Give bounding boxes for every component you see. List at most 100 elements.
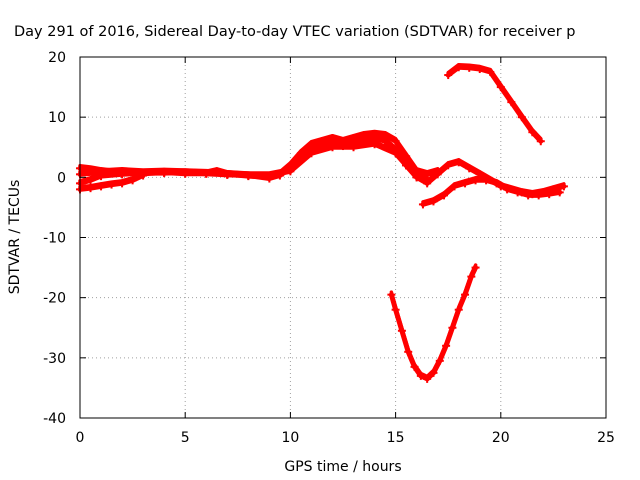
data-point xyxy=(471,263,480,272)
series-band-s5 xyxy=(421,176,562,204)
data-point xyxy=(97,172,106,181)
data-point xyxy=(492,179,501,188)
data-point xyxy=(507,98,516,107)
data-point xyxy=(534,191,543,200)
data-point xyxy=(528,128,537,137)
data-point xyxy=(86,184,95,193)
data-point xyxy=(444,71,453,80)
data-point xyxy=(402,161,411,170)
data-point xyxy=(307,140,316,149)
chart-title: Day 291 of 2016, Sidereal Day-to-day VTE… xyxy=(14,24,575,40)
series-band-s6 xyxy=(446,62,543,141)
data-point xyxy=(429,368,438,377)
data-point xyxy=(139,171,148,180)
data-point xyxy=(486,68,495,77)
data-point xyxy=(465,63,474,72)
data-point xyxy=(439,191,448,200)
data-point xyxy=(317,137,326,146)
data-point xyxy=(429,197,438,206)
data-point xyxy=(513,188,522,197)
data-point xyxy=(404,347,413,356)
data-point xyxy=(286,167,295,176)
data-point xyxy=(503,185,512,194)
data-point xyxy=(349,143,358,152)
data-point xyxy=(555,188,564,197)
x-tick-label: 5 xyxy=(181,430,190,446)
data-point xyxy=(435,356,444,365)
y-axis-label: SDTVAR / TECUs xyxy=(7,180,23,295)
data-point xyxy=(465,164,474,173)
data-point xyxy=(448,323,457,332)
data-point xyxy=(482,176,491,185)
data-point xyxy=(107,180,116,189)
axis-ticks: 0 5 10 15 20 25 -40 -30 -20 -10 0 10 20 xyxy=(43,50,615,446)
data-point xyxy=(536,137,545,146)
y-tick-label: 20 xyxy=(48,50,66,66)
data-point xyxy=(454,158,463,167)
data-point xyxy=(454,305,463,314)
data-point xyxy=(328,143,337,152)
x-tick-label: 20 xyxy=(492,430,510,446)
data-point xyxy=(442,341,451,350)
y-tick-label: 10 xyxy=(48,110,66,126)
data-point xyxy=(416,371,425,380)
data-point xyxy=(423,176,432,185)
y-tick-label: -20 xyxy=(43,291,66,307)
data-point xyxy=(391,137,400,146)
data-point xyxy=(387,290,396,299)
plot-frame xyxy=(79,56,607,419)
data-point xyxy=(467,272,476,281)
x-tick-label: 25 xyxy=(597,430,615,446)
data-point xyxy=(360,131,369,140)
data-point xyxy=(349,134,358,143)
data-point xyxy=(410,362,419,371)
data-point xyxy=(461,290,470,299)
series-line-s7 xyxy=(388,265,479,382)
data-point xyxy=(128,176,137,185)
data-point xyxy=(181,168,190,177)
data-point xyxy=(391,305,400,314)
data-point xyxy=(296,149,305,158)
data-point xyxy=(461,179,470,188)
y-tick-label: -10 xyxy=(43,231,66,247)
x-axis-label: GPS time / hours xyxy=(284,459,401,475)
x-tick-label: 15 xyxy=(387,430,405,446)
data-point xyxy=(397,326,406,335)
data-point xyxy=(97,182,106,191)
data-point xyxy=(559,182,568,191)
data-point xyxy=(307,149,316,158)
data-point xyxy=(160,169,169,178)
data-point xyxy=(86,176,95,185)
data-point xyxy=(381,131,390,140)
data-point xyxy=(444,161,453,170)
data-point xyxy=(391,149,400,158)
data-point xyxy=(244,171,253,180)
y-tick-label: -40 xyxy=(43,411,66,427)
series-band-s7 xyxy=(389,263,478,379)
series-group xyxy=(76,62,568,383)
data-point xyxy=(223,170,232,179)
data-point xyxy=(370,140,379,149)
data-point xyxy=(423,374,432,383)
data-point xyxy=(471,176,480,185)
data-point xyxy=(496,83,505,92)
data-point xyxy=(265,171,274,180)
data-point xyxy=(118,179,127,188)
data-point xyxy=(402,152,411,161)
x-tick-label: 0 xyxy=(76,430,85,446)
data-point xyxy=(545,190,554,199)
x-tick-label: 10 xyxy=(281,430,299,446)
series-band-s3 xyxy=(78,139,429,183)
y-tick-label: 0 xyxy=(57,170,66,186)
data-point xyxy=(433,167,442,176)
data-point xyxy=(202,169,211,178)
data-point xyxy=(517,113,526,122)
data-point xyxy=(118,170,127,179)
data-point xyxy=(524,191,533,200)
grid xyxy=(80,57,606,418)
data-point xyxy=(454,63,463,72)
y-tick-label: -30 xyxy=(43,351,66,367)
data-point xyxy=(475,65,484,74)
data-point xyxy=(450,182,459,191)
